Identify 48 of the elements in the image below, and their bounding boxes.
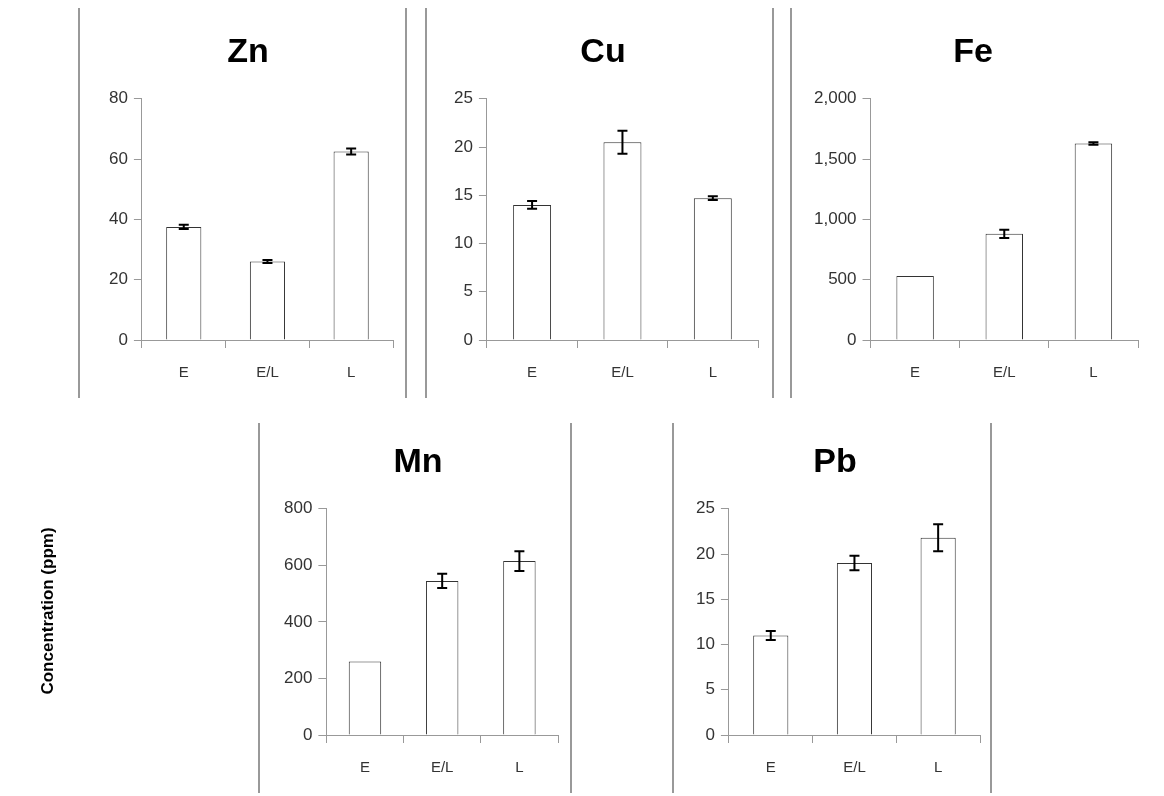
y-tick-label: 200: [283, 668, 313, 688]
x-tick-label: E/L: [256, 363, 279, 381]
y-tick-label: 20: [453, 136, 473, 156]
chart-title: Zn: [227, 30, 269, 69]
y-tick-label: 0: [847, 329, 857, 349]
y-axis-title: Concentration (ppm): [38, 526, 58, 695]
x-tick-label: E: [910, 363, 921, 381]
y-tick-label: 5: [463, 281, 473, 301]
y-tick-label: 500: [828, 269, 857, 289]
y-tick-label: 5: [705, 679, 715, 699]
y-tick-label: 10: [695, 634, 715, 654]
y-tick-label: 80: [108, 88, 128, 108]
x-tick-label: L: [346, 363, 356, 381]
y-tick-label: 1,500: [813, 148, 857, 168]
x-tick-label: E/L: [611, 363, 634, 381]
y-tick-label: 800: [283, 498, 313, 518]
y-tick-label: 2,000: [813, 88, 857, 108]
chart-title: Pb: [813, 440, 857, 479]
x-tick-label: L: [708, 363, 717, 381]
y-tick-label: 1,000: [813, 209, 857, 229]
y-tick-label: 0: [302, 724, 313, 744]
y-tick-label: 60: [108, 148, 128, 168]
x-tick-label: E/L: [993, 363, 1016, 381]
y-tick-label: 0: [463, 329, 473, 349]
x-tick-label: E: [178, 363, 189, 381]
x-tick-label: L: [933, 758, 943, 776]
x-tick-label: E: [765, 758, 776, 776]
x-tick-label: E: [359, 758, 370, 776]
y-tick-label: 25: [695, 498, 715, 518]
chart-title: Fe: [953, 30, 993, 69]
y-tick-label: 40: [108, 209, 128, 229]
x-tick-label: E/L: [430, 758, 454, 776]
y-tick-label: 0: [705, 724, 715, 744]
y-tick-label: 20: [108, 269, 128, 289]
y-tick-label: 10: [453, 233, 473, 253]
y-tick-label: 0: [118, 329, 128, 349]
y-tick-label: 25: [453, 88, 473, 108]
y-tick-label: 400: [283, 611, 313, 631]
y-tick-label: 600: [283, 555, 313, 575]
y-tick-label: 15: [453, 184, 473, 204]
chart-title: Cu: [580, 30, 626, 69]
x-tick-label: E/L: [843, 758, 866, 776]
x-tick-label: E: [527, 363, 538, 381]
x-tick-label: L: [1089, 363, 1098, 381]
y-tick-label: 15: [695, 588, 715, 608]
chart-title: Mn: [393, 440, 443, 479]
y-tick-label: 20: [695, 543, 715, 563]
x-tick-label: L: [515, 758, 524, 776]
